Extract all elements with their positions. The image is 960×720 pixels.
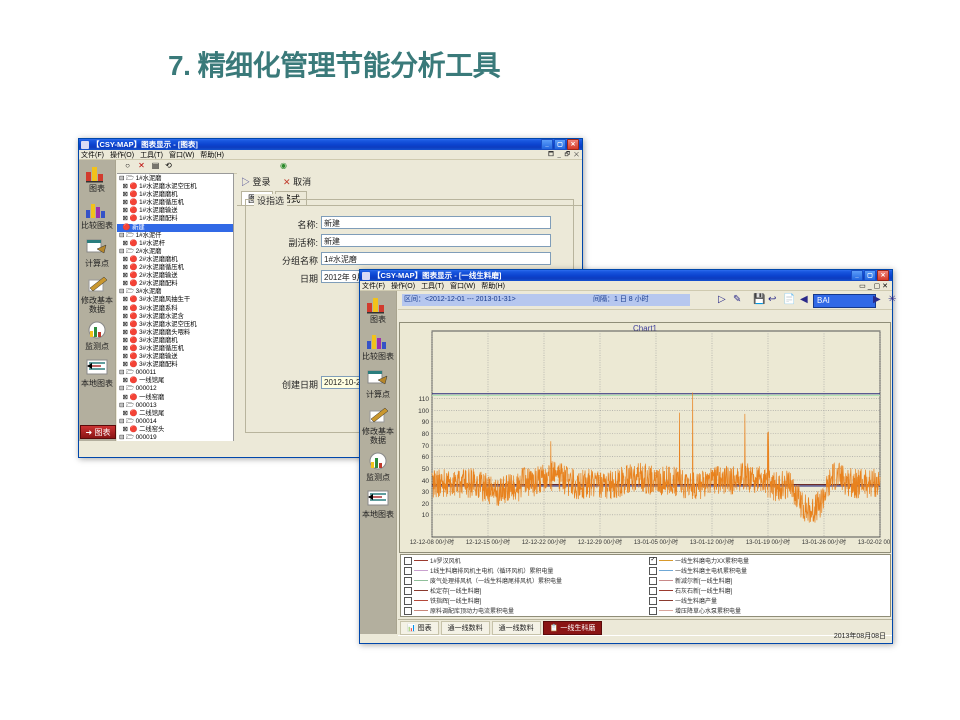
svg-text:50: 50 <box>422 466 430 473</box>
svg-text:12-12-15 00小时: 12-12-15 00小时 <box>466 538 510 546</box>
svg-text:13-01-12 00小时: 13-01-12 00小时 <box>690 538 734 546</box>
svg-text:13-01-19 00小时: 13-01-19 00小时 <box>746 538 790 546</box>
svg-text:90: 90 <box>422 419 430 426</box>
svg-text:12-12-29 00小时: 12-12-29 00小时 <box>578 538 622 546</box>
svg-text:30: 30 <box>422 489 430 496</box>
svg-text:60: 60 <box>422 454 430 461</box>
svg-text:100: 100 <box>418 408 429 415</box>
svg-text:110: 110 <box>419 396 430 403</box>
svg-text:80: 80 <box>422 431 430 438</box>
svg-text:70: 70 <box>422 443 430 450</box>
svg-text:13-01-05 00小时: 13-01-05 00小时 <box>634 538 678 546</box>
svg-text:13-01-26 00小时: 13-01-26 00小时 <box>802 538 846 546</box>
svg-text:13-02-02 00小时: 13-02-02 00小时 <box>858 538 890 546</box>
svg-text:12-12-22 00小时: 12-12-22 00小时 <box>522 538 566 546</box>
svg-text:12-12-08 00小时: 12-12-08 00小时 <box>410 538 454 546</box>
svg-text:40: 40 <box>422 478 430 485</box>
svg-text:10: 10 <box>422 512 430 519</box>
svg-text:20: 20 <box>422 501 430 508</box>
